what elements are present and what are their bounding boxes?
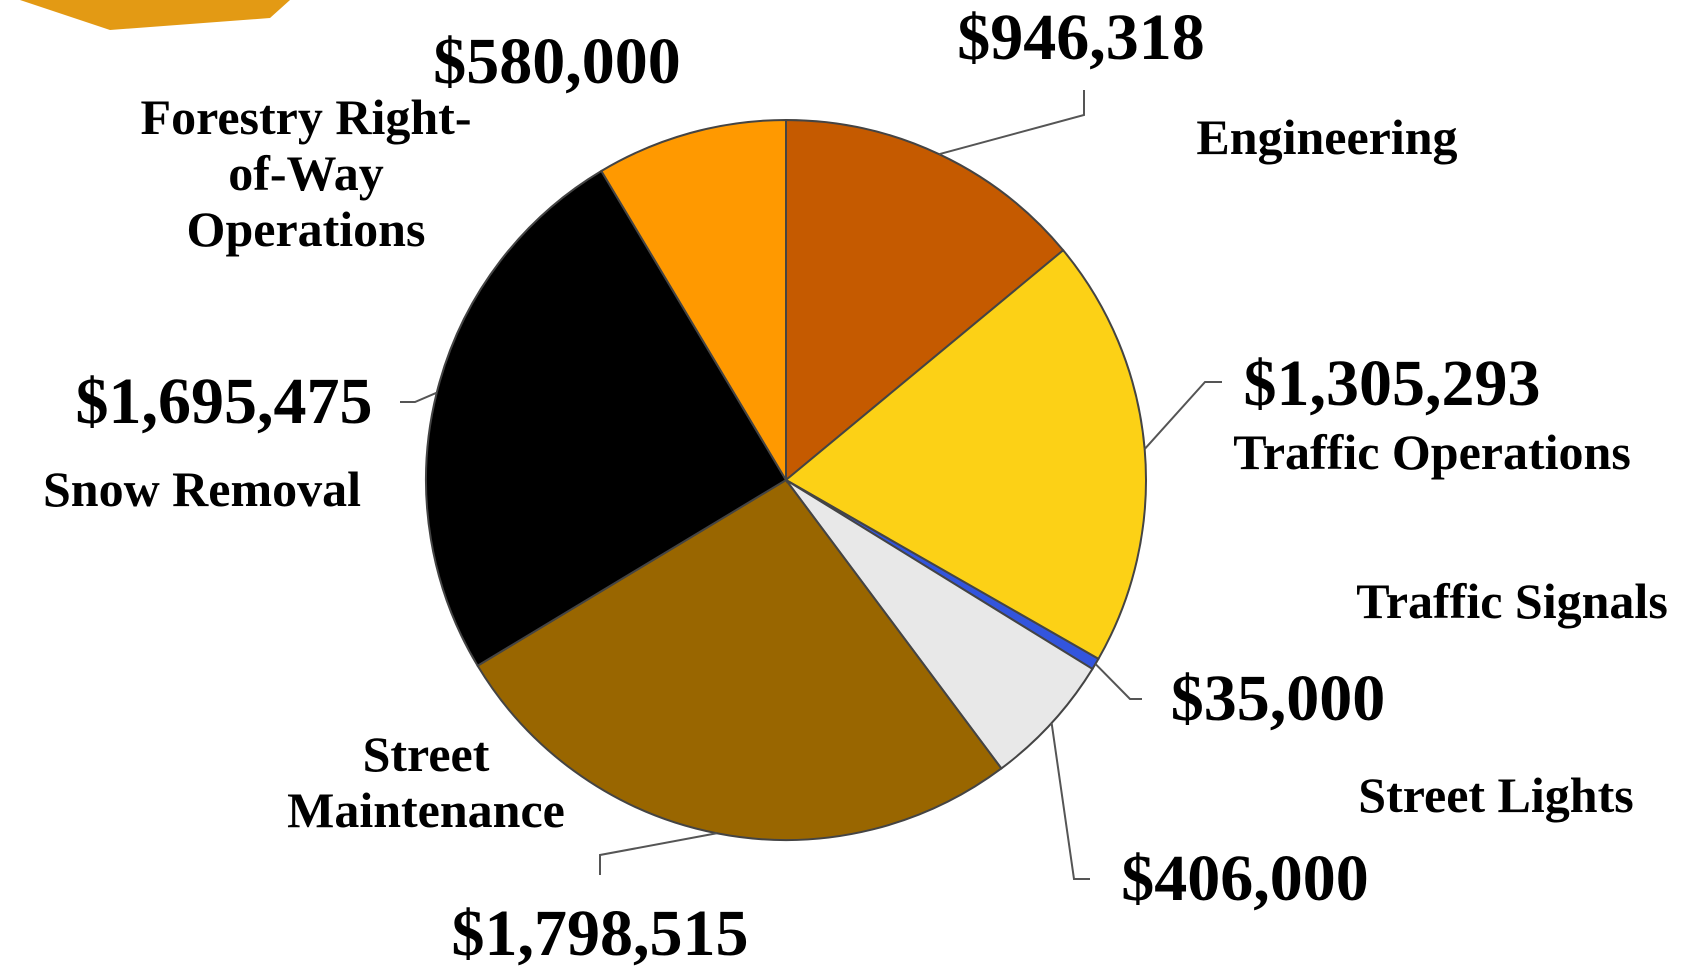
value-label: $1,798,515 — [451, 897, 749, 971]
category-label: Traffic Signals — [1356, 573, 1668, 629]
decoration — [20, 0, 290, 30]
leader-line — [1094, 663, 1142, 700]
value-label: $946,318 — [957, 1, 1205, 75]
pie-slice — [476, 478, 1003, 842]
value-label: $406,000 — [1121, 842, 1369, 916]
value-label: $1,305,293 — [1243, 347, 1541, 421]
value-label: $35,000 — [1170, 662, 1386, 736]
category-label: Engineering — [1196, 109, 1458, 165]
pie-slice — [785, 479, 1094, 770]
leader-line — [400, 391, 438, 403]
pie-slice — [785, 118, 1065, 483]
category-label: Traffic Operations — [1233, 424, 1631, 480]
category-label: Street Lights — [1358, 767, 1634, 823]
leader-line — [599, 832, 717, 875]
pie-slice — [599, 118, 787, 484]
leader-line — [1143, 381, 1222, 450]
pie-slice — [784, 248, 1147, 661]
leader-line — [938, 90, 1085, 156]
category-label: Street Maintenance — [287, 726, 565, 838]
category-label: Snow Removal — [42, 461, 362, 517]
category-label: Forestry Right-of-Way Operations — [140, 89, 472, 257]
value-label: $1,695,475 — [75, 365, 373, 439]
leader-line — [1050, 722, 1090, 880]
value-label: $580,000 — [433, 25, 681, 99]
